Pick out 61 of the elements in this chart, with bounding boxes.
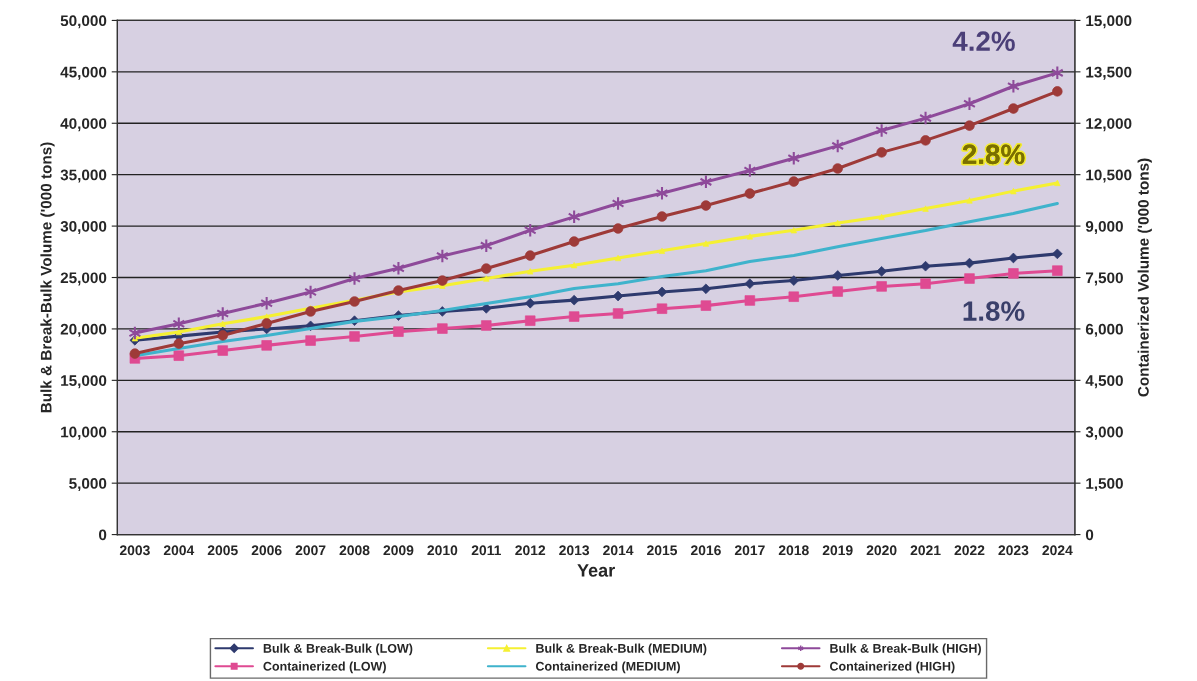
x-tick-label: 2012 <box>515 545 546 556</box>
legend-label: Containerized (HIGH) <box>829 661 955 674</box>
y-axis-title: Bulk & Break-Bulk Volume ('000 tons) <box>40 142 55 413</box>
x-axis-title: Year <box>577 564 615 577</box>
point <box>963 96 976 112</box>
y-tick-label: 20,000 <box>60 323 107 337</box>
y2-tick-label: 4,500 <box>1085 375 1123 389</box>
x-tick-label: 2006 <box>251 545 282 556</box>
legend-label: Containerized (MEDIUM) <box>535 661 680 674</box>
y2-tick-label: 0 <box>1085 529 1094 541</box>
y2-tick-label: 3,000 <box>1085 426 1123 440</box>
y-tick-label: 5,000 <box>69 478 107 492</box>
legend-label: Bulk & Break-Bulk (MEDIUM) <box>536 643 707 656</box>
x-tick-label: 2022 <box>954 545 985 556</box>
y-tick-label: 15,000 <box>61 375 107 389</box>
y-tick-label: 10,000 <box>61 426 107 440</box>
y-tick-label: 35,000 <box>60 169 107 183</box>
y-tick-label: 25,000 <box>60 272 107 286</box>
x-tick-label: 2005 <box>207 545 238 556</box>
y-tick-label: 45,000 <box>60 66 107 80</box>
x-tick-label: 2020 <box>866 545 897 556</box>
point <box>1052 265 1063 276</box>
y2-tick-label: 12,000 <box>1086 118 1132 132</box>
x-tick-label: 2019 <box>822 545 853 556</box>
legend-label: Bulk & Break-Bulk (LOW) <box>263 643 413 656</box>
annotation: 2.8% <box>962 144 1025 165</box>
x-tick-label: 2003 <box>119 545 150 556</box>
x-tick-label: 2013 <box>559 545 590 556</box>
y-tick-label: 30,000 <box>60 220 107 234</box>
y2-tick-label: 1,500 <box>1086 478 1123 492</box>
y2-tick-label: 13,500 <box>1086 66 1132 80</box>
y-tick-label: 0 <box>99 529 107 541</box>
y2-tick-label: 7,500 <box>1085 272 1123 286</box>
y2-axis-title: Containerized Volume ('000 tons) <box>1137 158 1152 397</box>
y-tick-label: 40,000 <box>60 118 107 132</box>
x-tick-label: 2015 <box>647 545 678 556</box>
x-tick-label: 2007 <box>295 545 326 556</box>
y2-tick-label: 10,500 <box>1086 169 1132 183</box>
annotation: 1.8% <box>963 301 1025 321</box>
x-tick-label: 2004 <box>163 545 195 556</box>
x-tick-label: 2023 <box>998 545 1029 556</box>
legend-label: Bulk & Break-Bulk (HIGH) <box>830 643 981 656</box>
x-tick-label: 2008 <box>339 545 370 556</box>
y2-tick-label: 6,000 <box>1085 323 1123 337</box>
x-tick-label: 2021 <box>910 545 941 556</box>
y2-tick-label: 9,000 <box>1085 220 1123 234</box>
x-tick-label: 2011 <box>471 545 501 556</box>
x-tick-label: 2014 <box>603 545 634 556</box>
x-tick-label: 2009 <box>383 545 414 556</box>
point <box>173 350 185 361</box>
x-tick-label: 2010 <box>427 545 458 556</box>
legend-label: Containerized (LOW) <box>263 661 386 674</box>
x-tick-label: 2016 <box>690 545 721 556</box>
annotation: 4.2% <box>952 31 1015 51</box>
point <box>656 303 668 314</box>
point <box>348 271 361 286</box>
y2-tick-label: 15,000 <box>1086 15 1132 29</box>
x-tick-label: 2017 <box>734 545 765 556</box>
x-tick-label: 2024 <box>1042 545 1073 556</box>
x-tick-label: 2018 <box>778 545 809 556</box>
y-tick-label: 50,000 <box>60 15 107 29</box>
